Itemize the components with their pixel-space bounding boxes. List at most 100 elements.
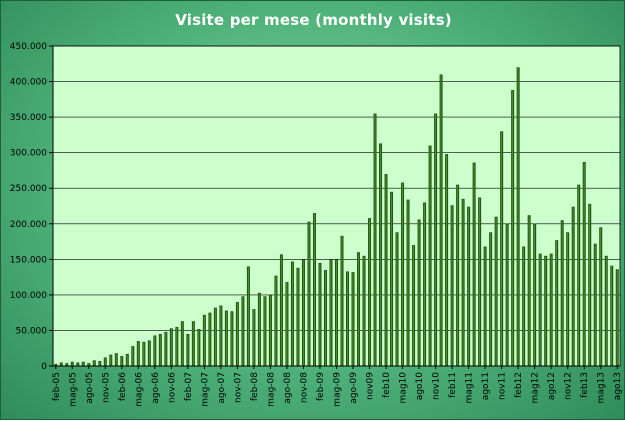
bar — [516, 67, 520, 366]
bar — [285, 282, 289, 366]
bar — [593, 243, 597, 366]
bar — [340, 235, 344, 366]
x-tick-label: ago-07 — [217, 372, 227, 404]
bar — [527, 215, 531, 366]
bar-highlight — [55, 364, 57, 366]
bar-highlight — [82, 362, 84, 366]
bar-highlight — [330, 260, 332, 366]
bar-highlight — [181, 322, 183, 366]
bar-highlight — [424, 203, 425, 366]
bar-highlight — [358, 253, 359, 366]
bar-highlight — [275, 276, 277, 366]
bar — [169, 328, 173, 366]
bar-highlight — [556, 241, 557, 366]
bar — [494, 216, 498, 366]
bar-highlight — [402, 183, 403, 366]
bar-highlight — [407, 200, 409, 366]
x-tick-label: mag11 — [465, 372, 475, 403]
bar — [373, 113, 377, 366]
bar-highlight — [104, 358, 106, 366]
y-tick-label: 300.000 — [10, 149, 47, 159]
x-tick-label: ago12 — [547, 372, 557, 400]
bar-highlight — [198, 330, 200, 366]
bar — [307, 221, 311, 366]
bar — [362, 255, 366, 366]
bar-highlight — [528, 216, 530, 366]
bar-highlight — [176, 327, 178, 366]
bar-highlight — [77, 363, 79, 366]
bar — [544, 255, 548, 366]
bar — [445, 154, 449, 366]
bars — [54, 67, 619, 366]
y-tick-label: 150.000 — [10, 255, 47, 265]
bar-highlight — [539, 254, 541, 366]
bar-highlight — [462, 199, 464, 366]
x-tick-label: feb-08 — [250, 372, 260, 401]
bar-highlight — [148, 341, 150, 366]
bar-highlight — [303, 260, 304, 366]
bar-highlight — [280, 255, 282, 366]
x-tick-label: mag-09 — [333, 372, 343, 407]
bar — [566, 232, 570, 366]
bar — [114, 353, 118, 366]
y-tick-label: 350.000 — [10, 113, 47, 123]
bar-highlight — [418, 220, 420, 366]
bar — [351, 272, 355, 366]
bar — [599, 227, 603, 366]
bar-highlight — [236, 303, 238, 366]
x-tick-label: feb11 — [448, 372, 458, 398]
bar — [428, 145, 432, 366]
bar-highlight — [71, 362, 73, 366]
bar — [615, 269, 619, 366]
bar — [522, 246, 526, 366]
bar — [70, 361, 74, 366]
bar — [279, 254, 283, 366]
bar-highlight — [126, 354, 128, 366]
bar-highlight — [583, 162, 585, 366]
bar — [59, 362, 63, 366]
y-tick-labels: 0 50.000 100.000 150.000 200.000 250.000 300.0… — [10, 42, 47, 372]
bar-highlight — [616, 270, 618, 366]
bar — [208, 312, 212, 366]
x-tick-label: mag12 — [531, 372, 541, 403]
bar-highlight — [605, 256, 607, 366]
bar-highlight — [88, 364, 90, 366]
bar-highlight — [225, 311, 227, 366]
x-tick-label: feb-05 — [52, 372, 62, 401]
bar-highlight — [187, 335, 189, 366]
y-tick-label: 0 — [41, 362, 47, 372]
x-tick-label: nov-07 — [233, 372, 243, 403]
bar — [81, 361, 85, 366]
x-tick-label: mag10 — [399, 372, 409, 404]
bar-highlight — [572, 207, 574, 366]
bar-highlight — [247, 267, 249, 366]
x-tick-label: mag13 — [597, 372, 607, 403]
bar-highlight — [611, 266, 613, 366]
y-tick-label: 450.000 — [10, 42, 47, 52]
bar-highlight — [292, 262, 293, 366]
bar-highlight — [192, 322, 194, 366]
bar — [489, 232, 493, 366]
bar-highlight — [385, 175, 387, 366]
bar-highlight — [479, 198, 480, 366]
bar-highlight — [501, 132, 502, 366]
x-tick-label: nov-05 — [101, 372, 111, 403]
x-tick-label: mag-07 — [200, 372, 210, 407]
bar — [461, 198, 465, 366]
bar — [87, 363, 91, 366]
bar-highlight — [517, 68, 519, 366]
bar — [395, 232, 399, 366]
bar-highlight — [457, 185, 458, 366]
bar — [164, 331, 168, 366]
x-tick-label: ago10 — [415, 372, 425, 400]
bar-highlight — [578, 185, 580, 366]
bar — [103, 357, 107, 366]
y-tick-label: 250.000 — [10, 184, 47, 194]
bar — [76, 362, 80, 366]
bar — [456, 184, 460, 366]
bar-highlight — [380, 144, 381, 366]
x-tick-label: feb12 — [514, 372, 524, 398]
bar — [290, 261, 294, 366]
bar — [153, 335, 157, 366]
